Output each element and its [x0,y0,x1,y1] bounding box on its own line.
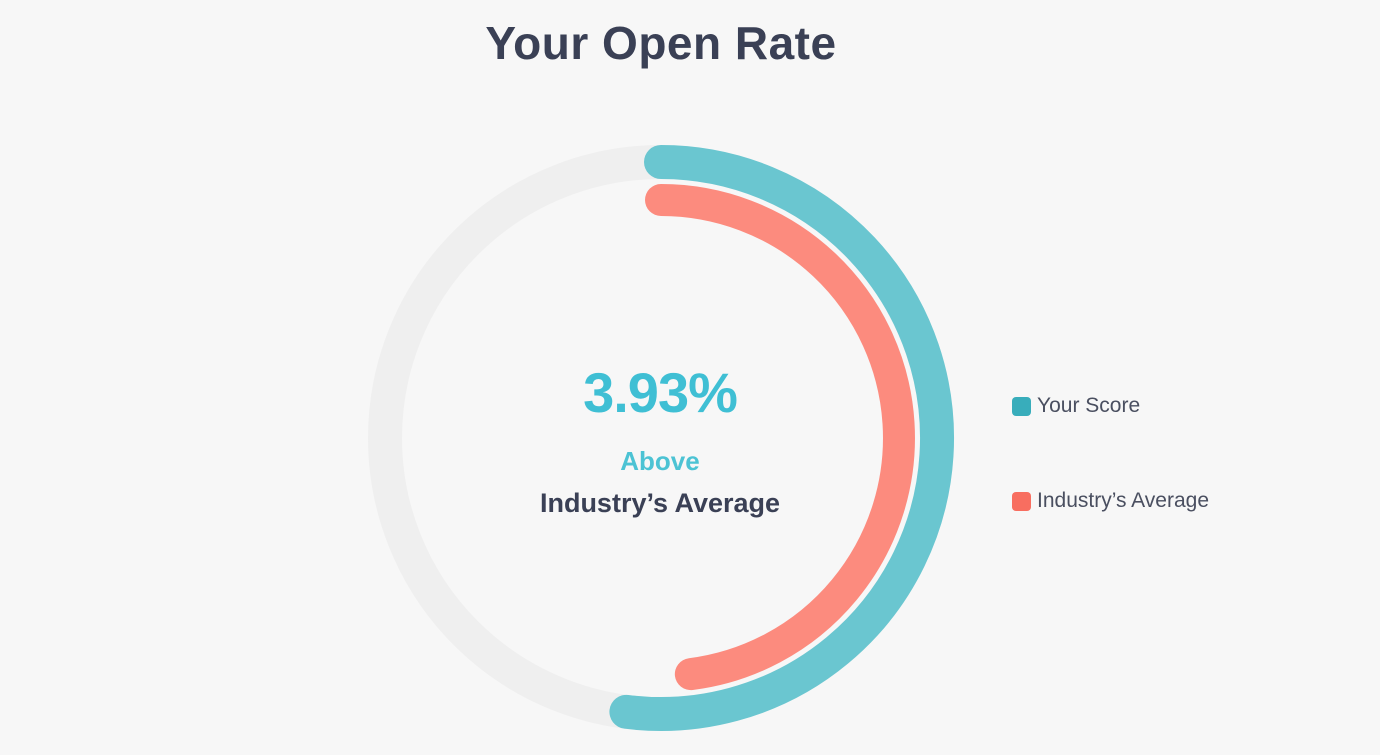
industry-average-arc[interactable] [645,184,915,691]
legend-item-industry-average[interactable]: Industry’s Average [1012,489,1209,513]
your-score-arc[interactable] [609,145,955,731]
legend-label-industry-average: Industry’s Average [1037,489,1209,512]
legend-swatch-your-score [1012,396,1031,416]
center-label: Industry’s Average [539,488,781,518]
center-status: Above [620,446,700,476]
legend-swatch-industry-average [1012,491,1031,511]
legend-label-your-score: Your Score [1037,394,1141,417]
legend-item-your-score[interactable]: Your Score [1012,394,1140,418]
chart-title: Your Open Rate [485,17,837,69]
center-value: 3.93% [583,361,738,424]
